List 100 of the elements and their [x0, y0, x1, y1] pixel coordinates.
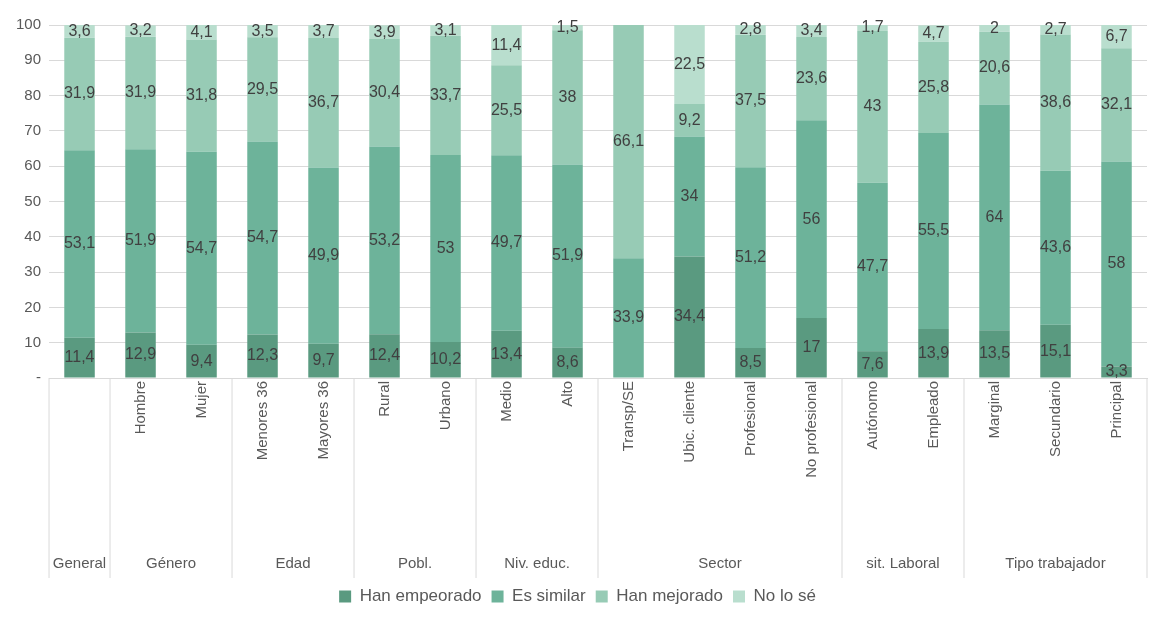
x-tick-label: Principal: [1106, 381, 1124, 439]
data-label: 3,2: [129, 21, 152, 39]
data-label: 3,5: [251, 21, 274, 39]
bar: [186, 39, 217, 152]
data-label: 49,7: [490, 233, 523, 251]
legend-label: No lo sé: [753, 586, 816, 606]
data-label: 17: [802, 338, 821, 356]
bar: [369, 146, 400, 335]
y-tick-label: 40: [24, 226, 42, 244]
data-label: 1,5: [556, 18, 579, 36]
y-tick-label: 10: [24, 332, 42, 350]
data-label: 9,2: [678, 110, 701, 128]
bar: [979, 104, 1010, 331]
data-label: 12,3: [246, 346, 279, 364]
x-tick-label: Profesional: [740, 381, 758, 457]
data-label: 4,1: [190, 22, 213, 40]
bar: [308, 167, 339, 344]
data-label: 31,9: [63, 84, 96, 102]
data-label: 66,1: [612, 132, 645, 150]
bar: [674, 136, 705, 257]
data-label: 43,6: [1039, 238, 1072, 256]
text: Sector: [698, 554, 742, 572]
bar: [613, 258, 644, 378]
legend-label: Han mejorado: [616, 586, 723, 606]
data-label: 58: [1107, 254, 1126, 272]
bar: [64, 37, 95, 151]
text: Edad: [275, 554, 311, 572]
data-label: 13,4: [490, 344, 523, 362]
x-tick-label: Marginal: [984, 381, 1002, 439]
data-label: 31,8: [185, 86, 218, 104]
data-label: 2,7: [1044, 20, 1067, 38]
bar: [491, 65, 522, 156]
bar: [1040, 324, 1071, 378]
x-tick-label: Medio: [496, 381, 514, 422]
data-label: 13,5: [978, 344, 1011, 362]
y-tick-label: 60: [24, 156, 42, 174]
bar: [796, 37, 827, 121]
y-tick-label: -: [36, 368, 42, 386]
bar: [430, 35, 461, 155]
bar: [918, 133, 949, 329]
y-tick-label: 90: [24, 50, 42, 68]
data-label: 11,4: [64, 348, 95, 366]
data-label: 11,4: [491, 35, 522, 53]
data-label: 64: [985, 207, 1004, 225]
data-label: 2: [990, 18, 1000, 36]
bar: [979, 31, 1010, 105]
data-label: 9,4: [190, 351, 213, 369]
x-tick-label: Urbano: [435, 381, 453, 431]
bar: [1040, 170, 1071, 325]
y-tick-label: 70: [24, 121, 42, 139]
data-label: 22,5: [673, 54, 706, 72]
data-label: 12,4: [368, 346, 401, 364]
data-label: 3,9: [373, 22, 396, 40]
y-tick-label: 20: [24, 297, 42, 315]
data-label: 54,7: [185, 238, 218, 256]
data-label: 47,7: [856, 257, 889, 275]
y-tick-label: 30: [24, 262, 42, 280]
text: Pobl.: [397, 554, 433, 572]
bar: [125, 332, 156, 378]
bar: [674, 25, 705, 105]
bar: [430, 154, 461, 342]
data-label: 38: [558, 87, 577, 105]
bar: [979, 330, 1010, 378]
data-label: 25,5: [490, 100, 523, 118]
data-label: 32,1: [1100, 95, 1133, 113]
bar: [64, 150, 95, 338]
data-label: 12,9: [124, 345, 157, 363]
x-tick-label: No profesional: [801, 381, 819, 478]
data-label: 34: [680, 186, 699, 204]
data-label: 8,6: [556, 352, 579, 370]
x-tick-label: Mayores 36: [313, 381, 331, 460]
bar: [918, 41, 949, 134]
data-label: 13,9: [917, 343, 950, 361]
bar: [186, 151, 217, 345]
data-label: 43: [863, 97, 882, 115]
bar: [674, 256, 705, 378]
data-label: 23,6: [795, 69, 828, 87]
text: Género: [146, 554, 197, 572]
data-label: 3,1: [434, 20, 457, 38]
data-label: 29,5: [246, 79, 279, 97]
bar: [735, 34, 766, 168]
bar: [125, 36, 156, 150]
data-label: 25,8: [917, 77, 950, 95]
x-tick-label: Secundario: [1045, 381, 1063, 457]
data-label: 4,7: [922, 24, 945, 42]
x-tick-label: Transp/SE: [618, 381, 636, 452]
data-label: 7,6: [861, 354, 884, 372]
data-label: 3,6: [68, 21, 91, 39]
data-label: 33,9: [612, 308, 645, 326]
bar: [308, 343, 339, 378]
text: Tipo trabajador: [1005, 554, 1106, 572]
data-label: 15,1: [1039, 341, 1072, 359]
data-label: 2,8: [739, 20, 762, 38]
x-tick-label: Empleado: [923, 381, 941, 449]
data-label: 36,7: [307, 93, 340, 111]
bar: [735, 167, 766, 348]
data-label: 51,9: [551, 246, 584, 264]
bar: [1040, 34, 1071, 171]
bar: [1101, 48, 1132, 162]
data-label: 1,7: [861, 18, 884, 36]
